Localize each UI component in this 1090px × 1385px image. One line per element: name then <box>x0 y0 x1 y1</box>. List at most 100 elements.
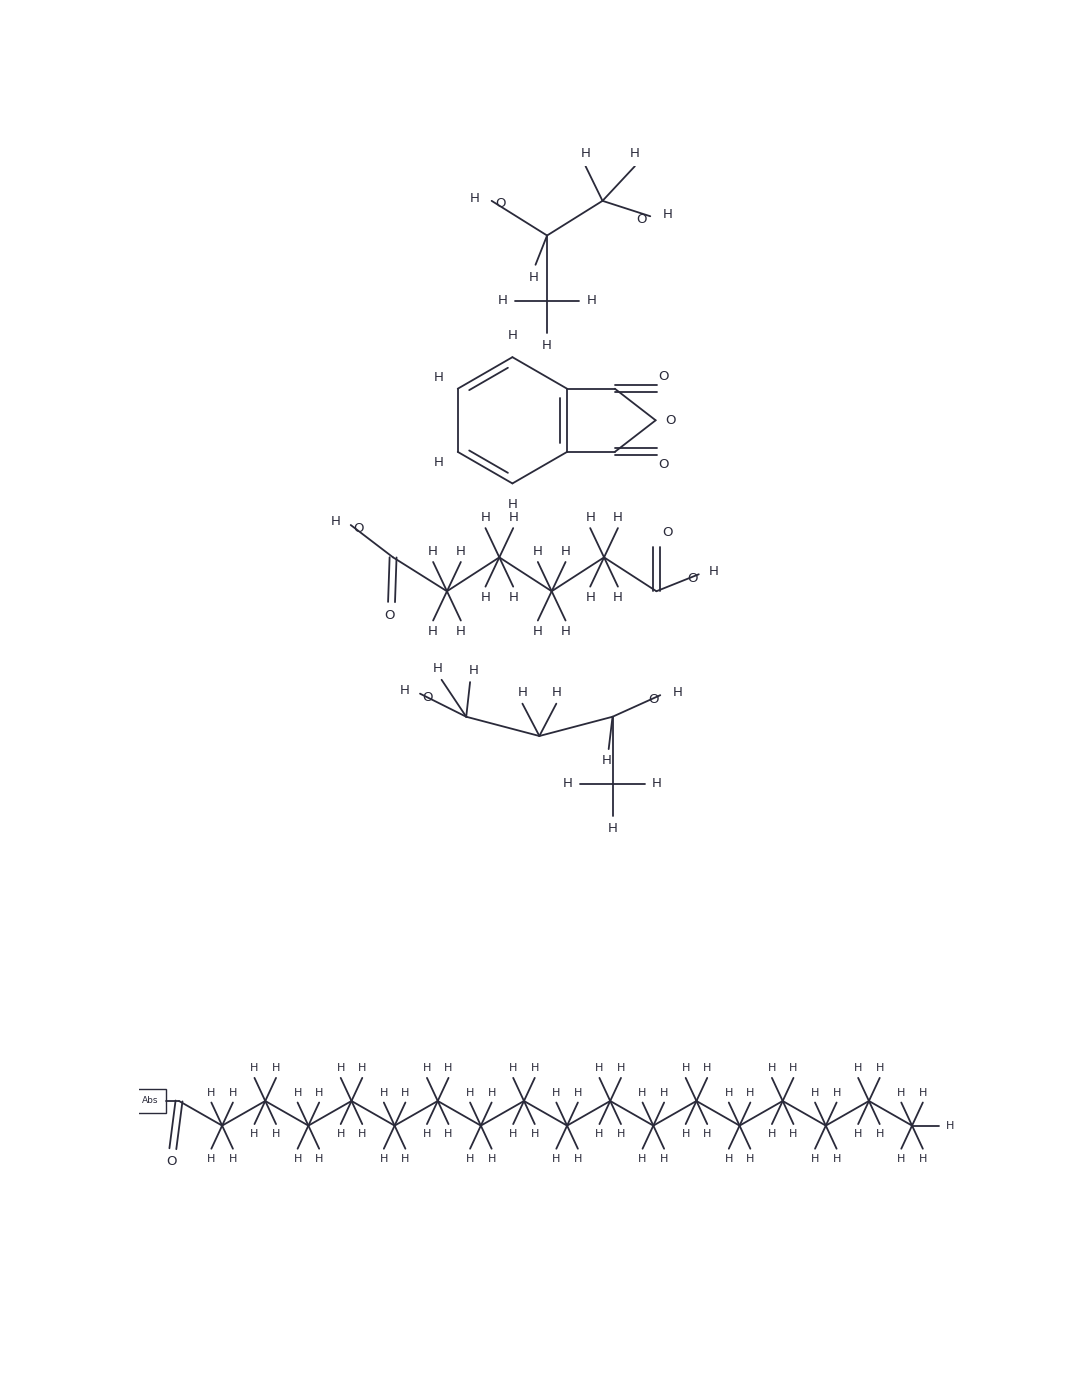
Text: O: O <box>385 609 396 622</box>
Text: H: H <box>639 1154 646 1163</box>
Text: H: H <box>487 1087 496 1097</box>
Text: O: O <box>649 694 658 706</box>
Text: H: H <box>337 1129 344 1138</box>
Text: H: H <box>207 1154 216 1163</box>
Text: H: H <box>434 371 444 385</box>
Text: H: H <box>401 1087 410 1097</box>
Text: Abs: Abs <box>142 1097 158 1105</box>
Text: H: H <box>811 1087 820 1097</box>
Text: H: H <box>703 1129 712 1138</box>
Text: H: H <box>652 777 662 791</box>
Text: H: H <box>897 1154 906 1163</box>
Text: H: H <box>663 208 673 222</box>
Text: H: H <box>531 1129 538 1138</box>
Text: H: H <box>379 1154 388 1163</box>
Text: H: H <box>946 1120 954 1130</box>
Text: O: O <box>166 1155 177 1169</box>
Text: O: O <box>658 457 668 471</box>
Text: H: H <box>811 1154 820 1163</box>
Text: H: H <box>673 686 682 698</box>
Text: H: H <box>379 1087 388 1097</box>
Text: H: H <box>585 591 595 604</box>
Text: H: H <box>553 1154 560 1163</box>
Text: H: H <box>508 499 518 511</box>
Text: H: H <box>767 1062 776 1073</box>
Text: H: H <box>251 1129 258 1138</box>
Text: H: H <box>456 544 465 558</box>
Text: H: H <box>919 1154 926 1163</box>
Text: H: H <box>445 1062 452 1073</box>
Text: H: H <box>456 625 465 637</box>
Text: H: H <box>613 591 622 604</box>
Text: H: H <box>585 511 595 524</box>
Text: H: H <box>586 295 596 307</box>
Text: H: H <box>293 1087 302 1097</box>
Text: H: H <box>602 755 613 767</box>
Text: H: H <box>428 625 438 637</box>
Text: O: O <box>665 414 676 427</box>
Text: H: H <box>470 193 480 205</box>
Text: H: H <box>531 1062 538 1073</box>
Text: H: H <box>833 1087 840 1097</box>
Text: H: H <box>767 1129 776 1138</box>
Text: H: H <box>789 1062 798 1073</box>
Text: O: O <box>688 572 698 586</box>
Text: H: H <box>229 1087 238 1097</box>
Text: H: H <box>710 565 719 578</box>
Text: H: H <box>897 1087 906 1097</box>
Text: H: H <box>725 1154 732 1163</box>
Text: H: H <box>508 330 518 342</box>
Text: H: H <box>875 1129 884 1138</box>
Text: H: H <box>681 1129 690 1138</box>
FancyBboxPatch shape <box>134 1089 166 1114</box>
Text: H: H <box>229 1154 238 1163</box>
Text: H: H <box>315 1154 324 1163</box>
Text: H: H <box>617 1129 626 1138</box>
Text: H: H <box>428 544 438 558</box>
Text: H: H <box>533 544 543 558</box>
Text: O: O <box>662 526 673 539</box>
Text: H: H <box>330 515 340 529</box>
Text: H: H <box>630 147 640 161</box>
Text: H: H <box>400 684 410 697</box>
Text: H: H <box>853 1062 862 1073</box>
Text: H: H <box>533 625 543 637</box>
Text: H: H <box>613 511 622 524</box>
Text: H: H <box>560 544 570 558</box>
Text: H: H <box>465 1087 474 1097</box>
Text: H: H <box>293 1154 302 1163</box>
Text: H: H <box>595 1062 604 1073</box>
Text: H: H <box>552 686 561 698</box>
Text: O: O <box>635 213 646 226</box>
Text: H: H <box>703 1062 712 1073</box>
Text: H: H <box>481 591 490 604</box>
Text: H: H <box>207 1087 216 1097</box>
Text: H: H <box>518 686 528 698</box>
Text: H: H <box>509 1062 518 1073</box>
Text: H: H <box>508 511 518 524</box>
Text: H: H <box>747 1087 754 1097</box>
Text: H: H <box>423 1129 432 1138</box>
Text: H: H <box>315 1087 324 1097</box>
Text: H: H <box>359 1062 366 1073</box>
Text: H: H <box>789 1129 798 1138</box>
Text: H: H <box>337 1062 344 1073</box>
Text: H: H <box>423 1062 432 1073</box>
Text: H: H <box>553 1087 560 1097</box>
Text: H: H <box>487 1154 496 1163</box>
Text: H: H <box>617 1062 626 1073</box>
Text: H: H <box>481 511 490 524</box>
Text: H: H <box>573 1154 582 1163</box>
Text: H: H <box>607 821 617 835</box>
Text: H: H <box>271 1129 280 1138</box>
Text: H: H <box>562 777 573 791</box>
Text: O: O <box>496 198 506 211</box>
Text: H: H <box>497 295 507 307</box>
Text: H: H <box>659 1154 668 1163</box>
Text: O: O <box>423 691 433 704</box>
Text: H: H <box>251 1062 258 1073</box>
Text: H: H <box>529 270 538 284</box>
Text: H: H <box>595 1129 604 1138</box>
Text: H: H <box>509 1129 518 1138</box>
Text: H: H <box>919 1087 926 1097</box>
